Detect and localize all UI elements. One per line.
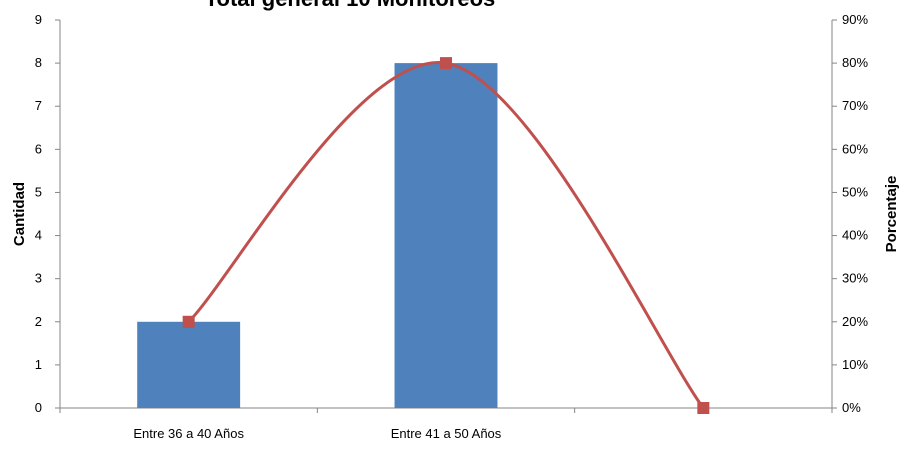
y-tick-label-right: 50%: [842, 184, 868, 199]
line-series: [182, 57, 710, 414]
y-tick-label-left: 2: [35, 314, 42, 329]
y-axis-title-right: Porcentaje: [883, 176, 900, 253]
y-tick-label-right: 90%: [842, 12, 868, 27]
y-tick-label-left: 9: [35, 12, 42, 27]
line-point-marker: [697, 402, 710, 414]
y-tick-label-left: 0: [35, 400, 42, 415]
y-axis-title-left: Cantidad: [11, 182, 28, 246]
bar: [394, 63, 498, 408]
y-tick-label-right: 60%: [842, 141, 868, 156]
y-tick-label-left: 7: [35, 98, 42, 113]
y-tick-label-right: 80%: [842, 55, 868, 70]
y-tick-label-left: 4: [35, 228, 42, 243]
y-tick-label-left: 3: [35, 271, 42, 286]
y-tick-label-right: 20%: [842, 314, 868, 329]
line-point-marker: [182, 315, 195, 328]
bar-series: [137, 63, 498, 408]
y-tick-label-right: 10%: [842, 357, 868, 372]
y-tick-label-right: 0%: [842, 400, 861, 415]
x-tick-label: Entre 36 a 40 Años: [133, 426, 244, 441]
y-tick-label-left: 5: [35, 184, 42, 199]
x-tick-labels: Entre 36 a 40 Años Entre 41 a 50 Años: [133, 426, 501, 441]
y-tick-label-left: 6: [35, 141, 42, 156]
y-tick-label-right: 70%: [842, 98, 868, 113]
y-tick-label-left: 8: [35, 55, 42, 70]
line-point-marker: [440, 57, 452, 70]
y-tick-label-left: 1: [35, 357, 42, 372]
bar: [137, 321, 241, 408]
y-tick-label-right: 40%: [842, 228, 868, 243]
y-tick-label-right: 30%: [842, 271, 868, 286]
x-tick-label: Entre 41 a 50 Años: [391, 426, 502, 441]
chart-title: Total general 10 Monitoreos: [205, 0, 496, 11]
